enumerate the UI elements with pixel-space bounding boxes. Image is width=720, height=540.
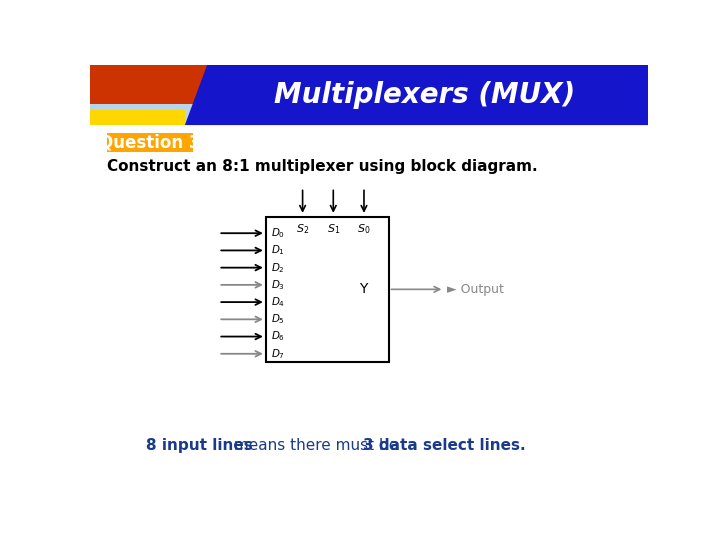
Text: 3 data select lines.: 3 data select lines. [364, 438, 526, 453]
Text: Construct an 8:1 multiplexer using block diagram.: Construct an 8:1 multiplexer using block… [107, 159, 537, 174]
Bar [266, 217, 389, 362]
Text: $D_7$: $D_7$ [271, 347, 285, 361]
Text: means there must be: means there must be [228, 438, 402, 453]
Bar [107, 133, 193, 152]
Text: $D_0$: $D_0$ [271, 226, 285, 240]
Text: 8 input lines: 8 input lines [145, 438, 253, 453]
Bar [90, 110, 185, 125]
Text: Question 3: Question 3 [99, 134, 201, 152]
Polygon shape [185, 65, 648, 125]
Bar [90, 65, 648, 125]
Bar [90, 65, 207, 104]
Text: ► Output: ► Output [447, 283, 504, 296]
Text: $S_0$: $S_0$ [357, 222, 371, 236]
Text: $S_2$: $S_2$ [296, 222, 309, 236]
Text: $D_3$: $D_3$ [271, 278, 285, 292]
Text: $D_1$: $D_1$ [271, 244, 285, 258]
Text: Y: Y [359, 282, 368, 296]
Text: Multiplexers (MUX): Multiplexers (MUX) [274, 81, 575, 109]
Text: $D_6$: $D_6$ [271, 329, 285, 343]
Text: $D_2$: $D_2$ [271, 261, 285, 274]
Text: $S_1$: $S_1$ [327, 222, 340, 236]
Text: $D_4$: $D_4$ [271, 295, 286, 309]
Text: $D_5$: $D_5$ [271, 313, 285, 326]
